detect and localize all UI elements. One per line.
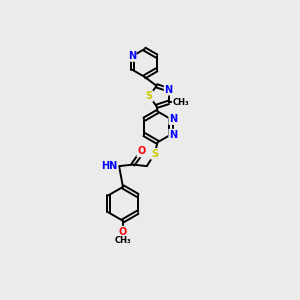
Text: HN: HN	[101, 161, 118, 171]
Text: S: S	[151, 149, 158, 159]
Text: N: N	[128, 51, 136, 61]
Text: N: N	[169, 114, 177, 124]
Text: CH₃: CH₃	[115, 236, 131, 244]
Text: S: S	[146, 91, 153, 101]
Text: CH₃: CH₃	[172, 98, 189, 107]
Text: O: O	[119, 226, 127, 237]
Text: O: O	[137, 146, 146, 157]
Text: N: N	[165, 85, 173, 95]
Text: N: N	[169, 130, 177, 140]
